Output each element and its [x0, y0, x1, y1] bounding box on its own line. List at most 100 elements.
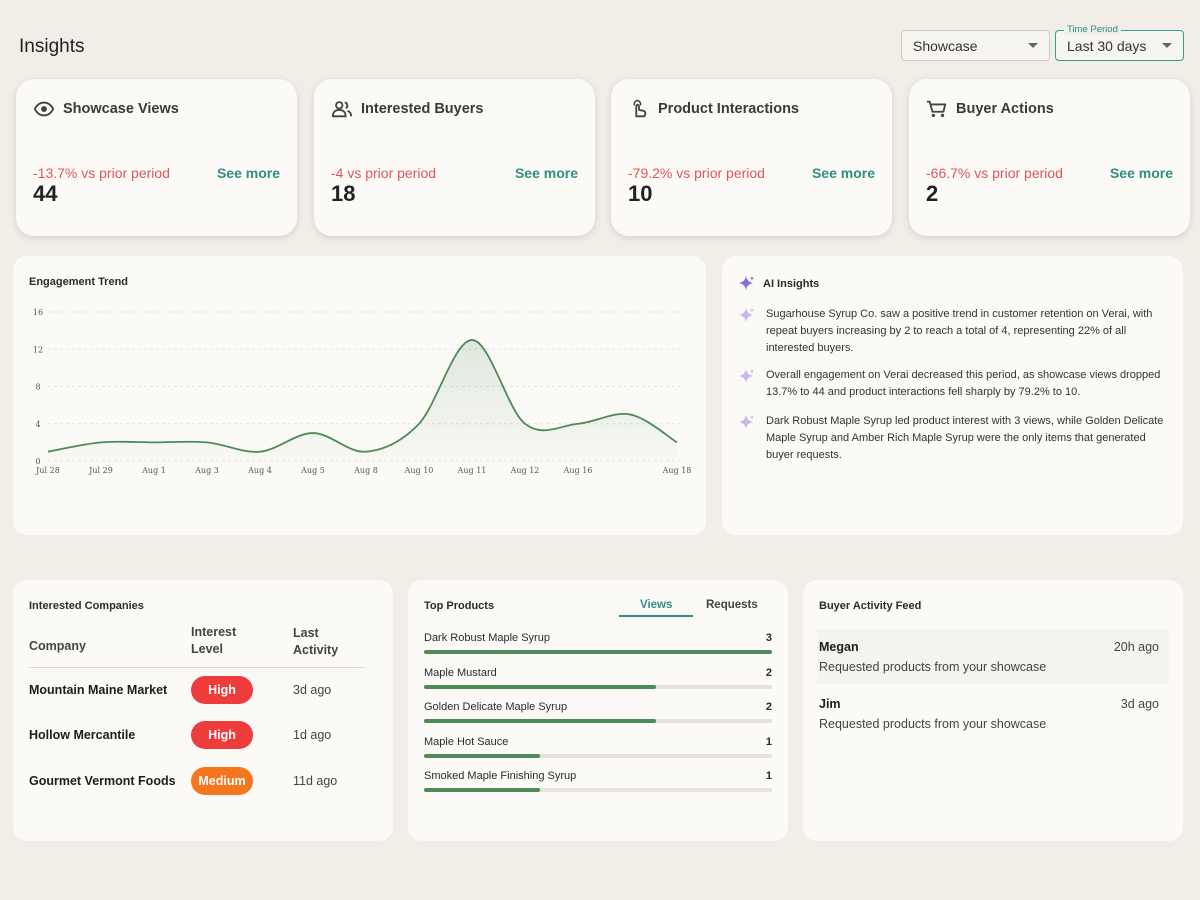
- company-name: Hollow Mercantile: [29, 728, 136, 742]
- feed-action: Requested products from your showcase: [819, 660, 1047, 674]
- product-name: Dark Robust Maple Syrup: [424, 632, 550, 644]
- showcase-select[interactable]: Showcase: [901, 30, 1050, 61]
- see-more-link[interactable]: See more: [216, 165, 280, 181]
- active-tab-indicator: [619, 615, 693, 617]
- chevron-down-icon: [1028, 43, 1038, 48]
- stat-change: -79.2% vs prior period: [628, 165, 765, 181]
- feed-action: Requested products from your showcase: [819, 717, 1047, 731]
- feed-buyer-name: Jim: [819, 697, 841, 711]
- last-activity: 1d ago: [293, 728, 332, 742]
- column-header-company: Company: [29, 639, 86, 653]
- feed-buyer-name: Megan: [819, 640, 859, 654]
- product-bar-track: [424, 650, 772, 654]
- x-tick-label: Aug 18: [662, 466, 692, 475]
- x-tick-label: Aug 11: [457, 466, 487, 475]
- cart-icon: [926, 100, 947, 118]
- x-tick-label: Aug 4: [247, 466, 272, 475]
- sparkle-icon: [739, 308, 754, 322]
- company-row[interactable]: Mountain Maine Market High 3d ago: [29, 675, 369, 705]
- product-count: 2: [765, 666, 772, 679]
- users-icon: [331, 101, 353, 118]
- y-tick-label: 0: [35, 457, 40, 466]
- see-more-link[interactable]: See more: [1109, 165, 1173, 181]
- stat-change: -13.7% vs prior period: [33, 165, 170, 181]
- stat-change: -4 vs prior period: [331, 165, 437, 181]
- header-divider: [29, 667, 365, 668]
- company-row[interactable]: Hollow Mercantile High 1d ago: [29, 720, 369, 750]
- tab-requests[interactable]: Requests: [706, 599, 758, 611]
- interest-badge-high: High: [191, 676, 253, 704]
- ai-insights-panel: AI Insights Sugarhouse Syrup Co. saw a p…: [722, 256, 1183, 535]
- stat-title: Showcase Views: [63, 101, 179, 117]
- product-bar-track: [424, 788, 772, 792]
- product-row[interactable]: Smoked Maple Finishing Syrup 1: [424, 770, 772, 800]
- column-header-interest-level: Interest Level: [191, 624, 236, 658]
- interested-companies-panel: Interested Companies Company Interest Le…: [13, 580, 393, 841]
- see-more-link[interactable]: See more: [811, 165, 875, 181]
- stat-title: Buyer Actions: [956, 101, 1054, 117]
- last-activity: 11d ago: [293, 774, 338, 788]
- feed-item[interactable]: Jim 3d ago Requested products from your …: [817, 686, 1169, 741]
- stat-title: Interested Buyers: [361, 101, 484, 117]
- product-bar-fill: [424, 719, 656, 723]
- product-row[interactable]: Maple Mustard 2: [424, 667, 772, 697]
- product-row[interactable]: Golden Delicate Maple Syrup 2: [424, 701, 772, 731]
- product-bar-track: [424, 684, 772, 689]
- chart-title: Engagement Trend: [29, 276, 129, 288]
- last-activity: 3d ago: [293, 683, 332, 697]
- x-tick-label: Aug 8: [353, 466, 378, 475]
- product-bar-track: [424, 719, 772, 723]
- stat-card-product-interactions: Product Interactions 10 -79.2% vs prior …: [611, 79, 892, 236]
- company-row[interactable]: Gourmet Vermont Foods Medium 11d ago: [29, 766, 369, 796]
- top-products-title: Top Products: [424, 600, 495, 612]
- column-header-line: Interest: [191, 625, 237, 639]
- y-tick-label: 4: [35, 420, 40, 429]
- feed-time: 3d ago: [1120, 697, 1159, 711]
- product-bar-fill: [424, 753, 540, 758]
- see-more-link[interactable]: See more: [514, 165, 578, 181]
- ai-insight-text: Sugarhouse Syrup Co. saw a positive tren…: [766, 308, 1153, 354]
- ai-insight-item: Sugarhouse Syrup Co. saw a positive tren…: [738, 306, 1168, 357]
- y-tick-label: 16: [33, 308, 43, 317]
- time-period-select[interactable]: Last 30 days: [1055, 30, 1184, 61]
- top-products-panel: Top Products Views Requests Dark Robust …: [408, 580, 788, 841]
- tab-views[interactable]: Views: [640, 599, 673, 611]
- product-bar-fill: [424, 684, 656, 689]
- stat-value: 2: [926, 181, 939, 206]
- stat-value: 10: [628, 181, 653, 206]
- stat-card-interested-buyers: Interested Buyers 18 -4 vs prior period …: [314, 79, 595, 236]
- product-row[interactable]: Dark Robust Maple Syrup 3: [424, 632, 772, 662]
- product-name: Maple Mustard: [424, 666, 497, 679]
- sparkle-icon: [739, 276, 754, 290]
- product-count: 1: [765, 770, 772, 782]
- stat-title: Product Interactions: [658, 101, 799, 117]
- time-period-value: Last 30 days: [1067, 37, 1147, 54]
- product-count: 2: [765, 701, 772, 713]
- series-line: [47, 339, 678, 453]
- product-row[interactable]: Maple Hot Sauce 1: [424, 736, 772, 766]
- x-tick-label: Aug 12: [510, 466, 540, 475]
- sparkle-icon: [739, 415, 754, 429]
- x-tick-label: Aug 10: [404, 466, 434, 475]
- product-name: Golden Delicate Maple Syrup: [424, 701, 568, 713]
- ai-insights-header: AI Insights: [738, 275, 819, 293]
- feed-time: 20h ago: [1113, 640, 1159, 654]
- column-header-line: Last: [293, 626, 319, 640]
- ai-insight-item: Overall engagement on Verai decreased th…: [738, 367, 1168, 401]
- pointer-hand-icon: [633, 99, 647, 118]
- stat-value: 44: [33, 181, 58, 206]
- x-tick-label: Aug 3: [194, 466, 219, 475]
- column-header-line: Level: [191, 642, 223, 656]
- page-title: Insights: [19, 36, 85, 57]
- showcase-select-value: Showcase: [913, 37, 978, 54]
- feed-item[interactable]: Megan 20h ago Requested products from yo…: [817, 629, 1169, 684]
- ai-insight-item: Dark Robust Maple Syrup led product inte…: [738, 413, 1168, 464]
- series-area: [48, 339, 677, 461]
- stat-value: 18: [331, 181, 356, 206]
- interest-badge-medium: Medium: [191, 767, 253, 795]
- company-name: Mountain Maine Market: [29, 683, 168, 697]
- product-bar-fill: [424, 788, 540, 792]
- column-header-last-activity: Last Activity: [293, 625, 338, 659]
- product-bar-fill: [424, 650, 772, 654]
- company-name: Gourmet Vermont Foods: [29, 774, 176, 788]
